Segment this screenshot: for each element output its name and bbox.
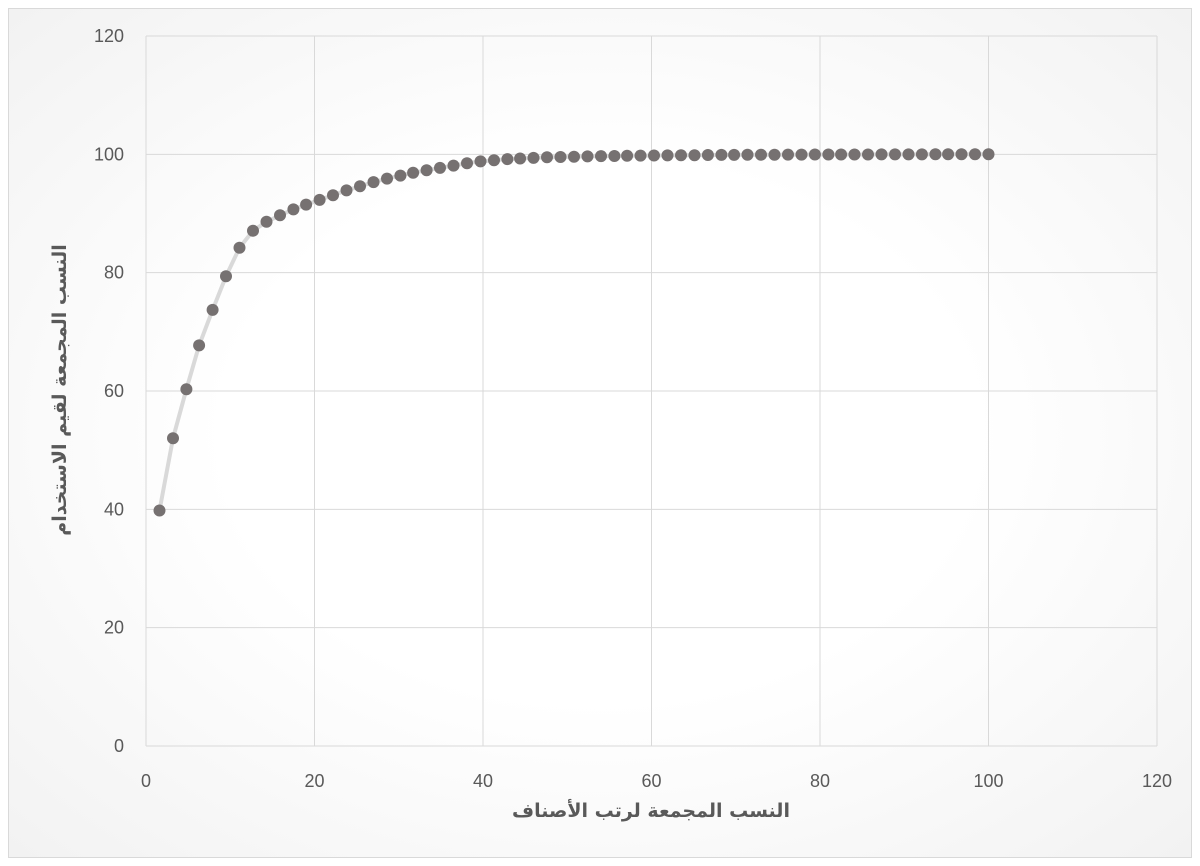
y-tick-label: 40 — [104, 499, 124, 519]
data-point — [381, 172, 393, 185]
data-point — [514, 152, 527, 165]
data-point — [902, 148, 915, 161]
series-line-group — [157, 152, 989, 511]
data-point — [741, 148, 754, 161]
data-point — [755, 148, 767, 161]
data-point — [942, 148, 955, 161]
x-axis-title: النسب المجمعة لرتب الأصناف — [512, 799, 790, 822]
data-point — [527, 151, 540, 164]
data-point — [768, 148, 781, 161]
data-point — [233, 241, 246, 254]
data-point — [969, 148, 981, 161]
data-point — [688, 149, 701, 162]
data-point — [300, 198, 313, 211]
data-point — [889, 148, 901, 161]
data-point — [247, 224, 259, 237]
data-points — [153, 148, 995, 517]
y-tick-label: 100 — [94, 144, 124, 164]
data-point — [595, 150, 607, 163]
data-point — [581, 150, 594, 163]
data-point — [394, 169, 407, 182]
data-point — [193, 339, 206, 352]
data-point — [340, 184, 353, 197]
y-tick-label: 120 — [94, 26, 124, 46]
y-tick-label: 20 — [104, 618, 124, 638]
data-point — [795, 148, 808, 161]
data-point — [354, 180, 366, 193]
data-point — [420, 164, 433, 177]
data-point — [153, 504, 166, 517]
data-point — [848, 148, 861, 161]
y-tick-label: 80 — [104, 263, 124, 283]
y-axis-ticks: 0 20 40 60 80 100 120 — [94, 26, 124, 756]
series-line — [157, 152, 989, 511]
data-point — [554, 151, 567, 163]
data-point — [287, 203, 300, 216]
data-point — [701, 149, 714, 161]
data-point — [782, 148, 794, 161]
data-point — [675, 149, 687, 162]
data-point — [648, 149, 660, 162]
data-point — [608, 150, 621, 162]
data-point — [461, 157, 473, 170]
data-point — [501, 153, 514, 166]
data-point — [167, 432, 179, 445]
data-point — [634, 149, 647, 162]
data-point — [715, 148, 728, 161]
x-tick-label: 0 — [141, 771, 151, 791]
data-point — [206, 303, 219, 316]
data-point — [220, 270, 232, 283]
x-tick-label: 40 — [473, 771, 493, 791]
data-point — [568, 150, 580, 163]
x-tick-label: 120 — [1142, 771, 1172, 791]
x-tick-label: 60 — [641, 771, 661, 791]
y-tick-label: 0 — [114, 736, 124, 756]
data-point — [621, 149, 634, 162]
data-point — [260, 215, 273, 228]
data-point — [822, 148, 835, 161]
data-point — [434, 161, 446, 174]
chart-area — [8, 8, 1192, 858]
data-point — [541, 151, 553, 164]
data-point — [955, 148, 968, 161]
data-point — [180, 383, 193, 396]
y-tick-label: 60 — [104, 381, 124, 401]
x-tick-label: 80 — [810, 771, 830, 791]
data-point — [661, 149, 674, 162]
data-point — [367, 176, 380, 189]
data-point — [929, 148, 942, 161]
x-tick-label: 20 — [304, 771, 324, 791]
data-point — [447, 159, 460, 172]
data-point — [982, 148, 995, 161]
data-point — [728, 148, 741, 161]
data-point — [875, 148, 888, 161]
y-axis-title: النسب المجمعة لقيم الاستخدام — [49, 244, 71, 535]
gridlines — [145, 35, 1158, 747]
data-point — [327, 189, 339, 202]
data-point — [835, 148, 848, 161]
data-point — [808, 148, 821, 161]
data-point — [474, 155, 487, 168]
data-point — [862, 148, 874, 161]
data-point — [915, 148, 928, 161]
data-point — [274, 209, 286, 222]
data-point — [313, 193, 326, 206]
data-point — [488, 154, 500, 167]
x-tick-label: 100 — [973, 771, 1003, 791]
x-axis-ticks: 0 20 40 60 80 100 120 — [141, 771, 1172, 791]
data-point — [407, 166, 420, 179]
